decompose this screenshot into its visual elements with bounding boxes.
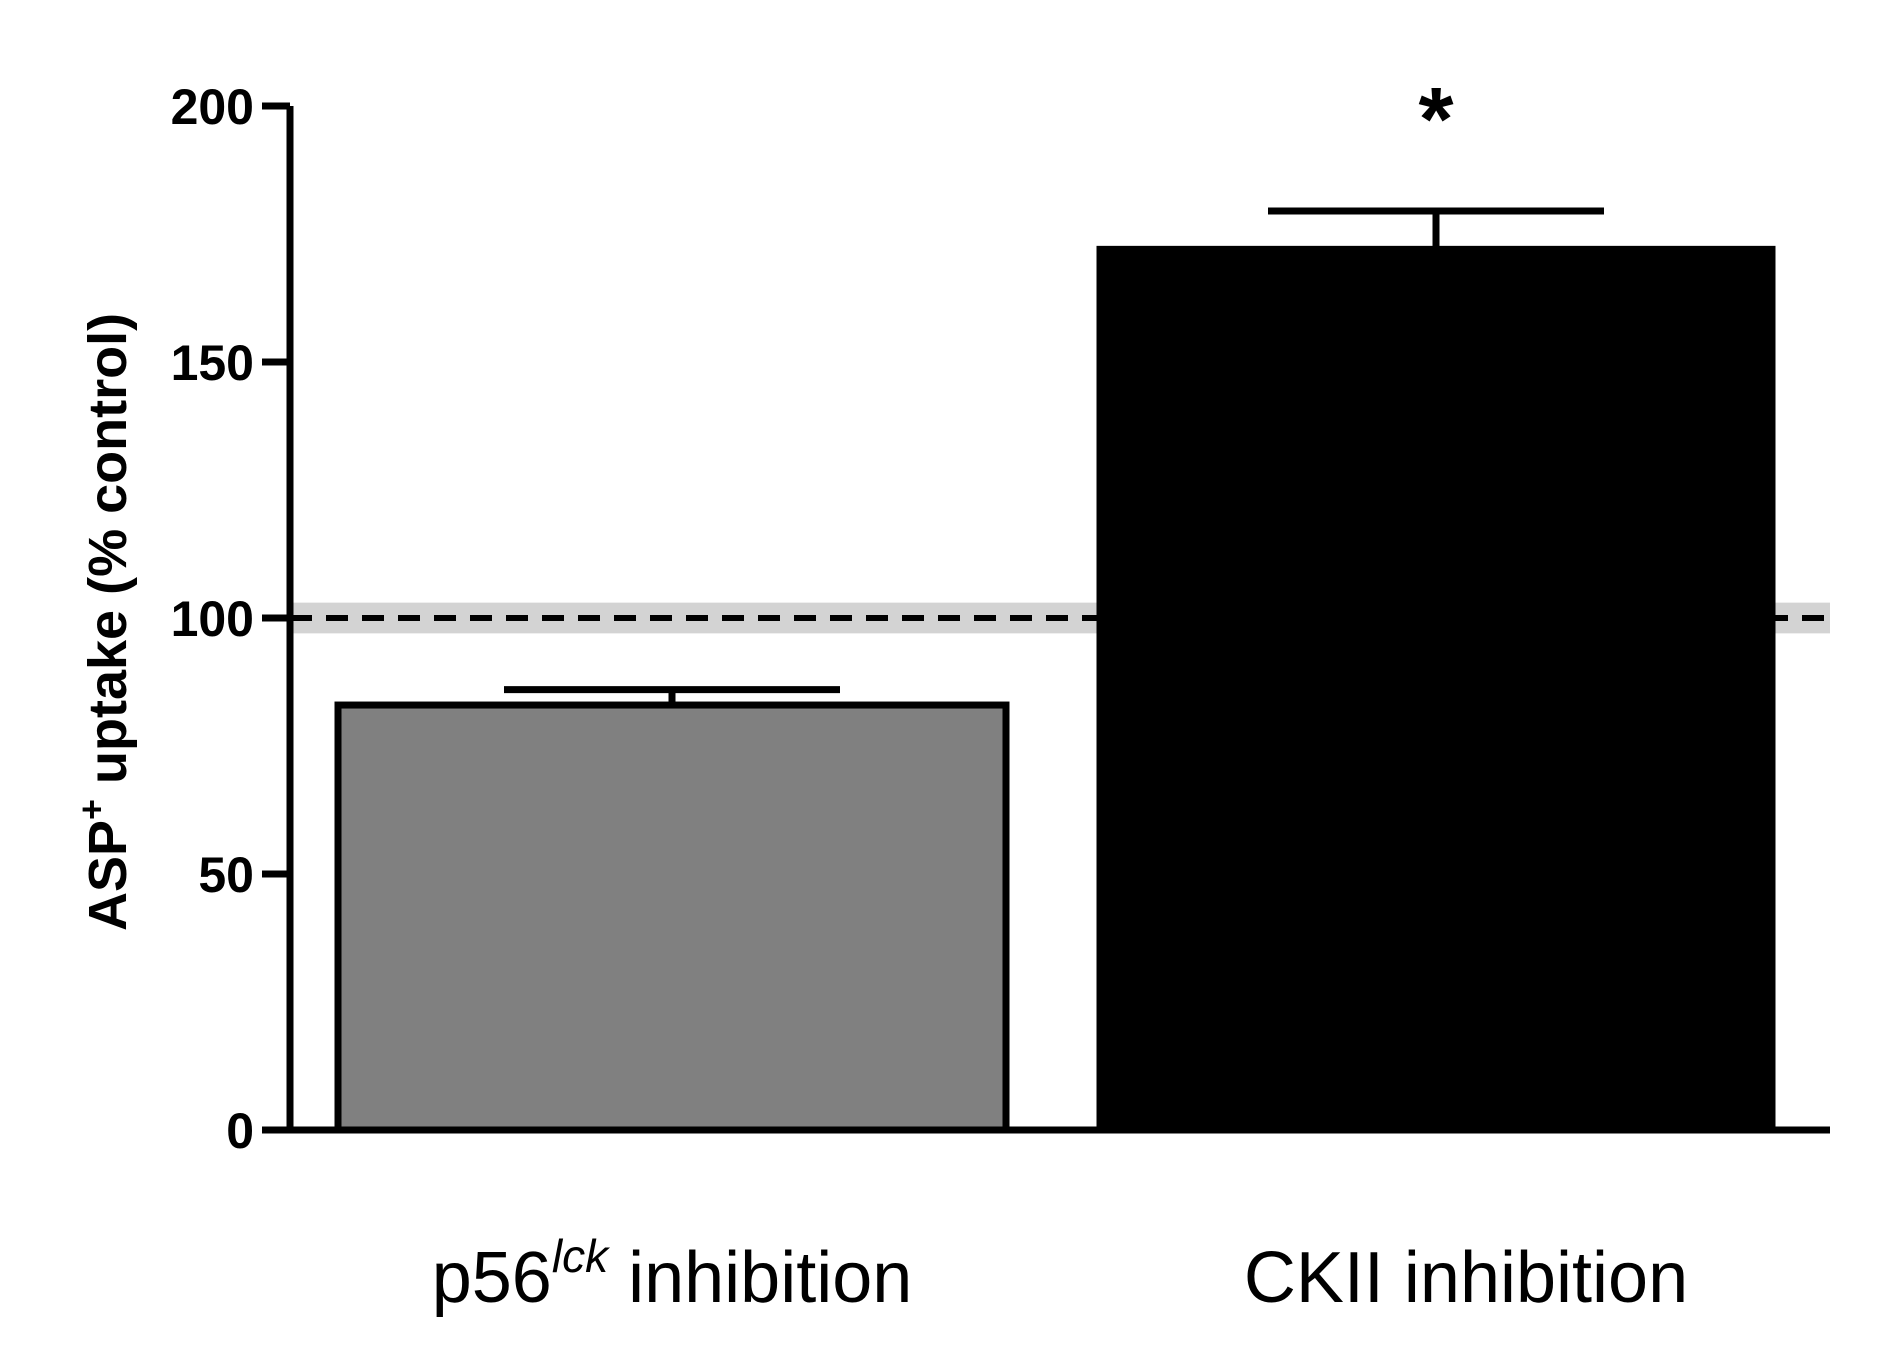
bar-2 (1096, 245, 1776, 1134)
labels-layer: * 0 50 100 150 200 p56lck inhibition CKII inhib… (71, 70, 1688, 1318)
x-category-label-1: p56lck inhibition (432, 1230, 913, 1318)
axes-layer (262, 102, 1830, 1134)
x-category-label-2: CKII inhibition (1244, 1238, 1688, 1318)
bars-layer (334, 207, 1776, 1134)
y-tick-label-200: 200 (171, 79, 254, 135)
y-tick-label-150: 150 (171, 335, 254, 391)
y-axis-title: ASP+ uptake (% control) (71, 313, 138, 931)
significance-marker-2: * (1418, 70, 1453, 170)
y-tick-label-100: 100 (171, 591, 254, 647)
bar-1 (334, 701, 1010, 1134)
y-tick-label-0: 0 (226, 1103, 254, 1159)
y-tick-label-50: 50 (198, 847, 254, 903)
